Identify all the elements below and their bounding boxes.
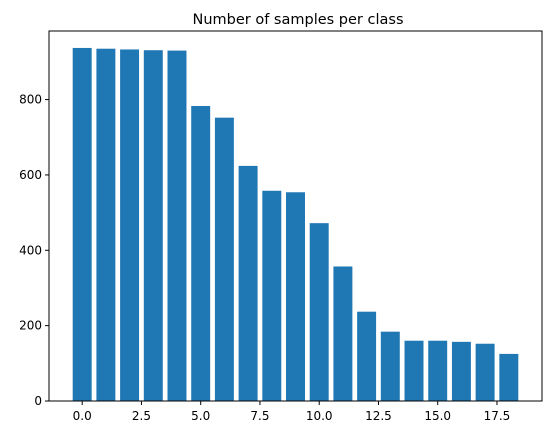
x-tick-label: 17.5 (484, 409, 511, 423)
bar-1 (96, 48, 116, 401)
bar-12 (357, 311, 377, 401)
bar-3 (143, 50, 163, 402)
bar-17 (475, 343, 495, 401)
bar-4 (167, 50, 187, 402)
y-tick-label: 200 (19, 319, 42, 333)
x-tick-label: 7.5 (250, 409, 269, 423)
bar-7 (238, 165, 258, 401)
y-tick-label: 0 (34, 394, 42, 408)
bar-16 (451, 341, 471, 401)
y-tick-label: 800 (19, 93, 42, 107)
x-axis: 0.0 2.5 5.0 7.5 10.0 12.5 15.0 17.5 (73, 401, 511, 423)
bar-18 (499, 353, 519, 401)
y-axis: 0 200 400 600 800 (19, 93, 49, 408)
x-tick-label: 5.0 (191, 409, 210, 423)
bars-group (72, 47, 519, 402)
bar-13 (380, 331, 400, 401)
y-tick-label: 600 (19, 168, 42, 182)
plot-frame (48, 30, 543, 402)
x-tick-label: 15.0 (424, 409, 451, 423)
x-tick-label: 2.5 (132, 409, 151, 423)
x-tick-label: 12.5 (365, 409, 392, 423)
bar-5 (191, 105, 211, 401)
x-tick-label: 0.0 (73, 409, 92, 423)
y-tick-label: 400 (19, 243, 42, 257)
bar-14 (404, 340, 424, 401)
bar-8 (262, 190, 282, 401)
bar-15 (428, 340, 448, 401)
bar-6 (214, 117, 234, 401)
x-tick-label: 10.0 (306, 409, 333, 423)
bar-11 (333, 266, 353, 401)
bar-2 (120, 49, 140, 402)
bar-10 (309, 223, 329, 401)
bar-9 (286, 192, 305, 401)
bar-0 (72, 47, 92, 401)
chart-title: Number of samples per class (192, 12, 403, 28)
